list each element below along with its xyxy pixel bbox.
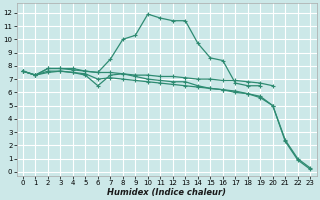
X-axis label: Humidex (Indice chaleur): Humidex (Indice chaleur) [107, 188, 226, 197]
